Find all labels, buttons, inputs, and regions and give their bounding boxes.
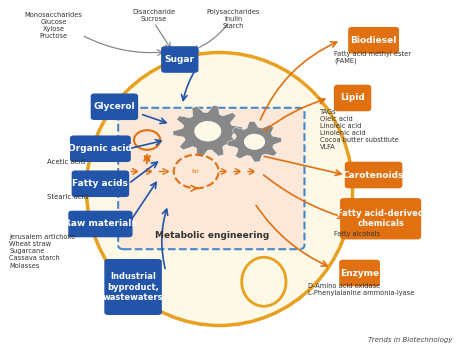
Text: Sugar: Sugar: [165, 55, 195, 64]
FancyBboxPatch shape: [70, 135, 131, 162]
FancyBboxPatch shape: [68, 211, 133, 237]
Text: Disaccharide
Sucrose: Disaccharide Sucrose: [133, 9, 176, 22]
Text: Raw materials: Raw materials: [64, 219, 137, 229]
Text: Lipid: Lipid: [340, 93, 365, 103]
FancyBboxPatch shape: [161, 46, 198, 73]
FancyBboxPatch shape: [339, 260, 380, 286]
Text: Fatty alcohols: Fatty alcohols: [334, 231, 380, 237]
Text: Acetic acid: Acetic acid: [47, 159, 85, 165]
Text: Organic acid: Organic acid: [69, 144, 132, 153]
Circle shape: [244, 134, 265, 149]
FancyBboxPatch shape: [334, 85, 371, 111]
Ellipse shape: [86, 52, 353, 326]
Polygon shape: [173, 105, 243, 157]
Text: Biodiesel: Biodiesel: [350, 36, 397, 45]
Text: Fatty acids: Fatty acids: [72, 179, 128, 188]
FancyBboxPatch shape: [104, 259, 162, 315]
FancyBboxPatch shape: [340, 198, 421, 239]
FancyBboxPatch shape: [91, 93, 138, 120]
Text: Fatty acid-derived
chemicals: Fatty acid-derived chemicals: [337, 209, 424, 229]
Text: Enzyme: Enzyme: [340, 268, 379, 278]
Text: Monosaccharides
Glucose
Xylose
Fructose: Monosaccharides Glucose Xylose Fructose: [25, 12, 83, 39]
Text: D-Amino acid oxidase
L-Phenylalanine ammonia-lyase: D-Amino acid oxidase L-Phenylalanine amm…: [308, 284, 415, 296]
FancyBboxPatch shape: [348, 27, 399, 54]
Text: fat: fat: [192, 169, 200, 174]
Text: Polysaccharides
Inulin
Starch: Polysaccharides Inulin Starch: [207, 9, 260, 29]
Text: Carotenoids: Carotenoids: [343, 170, 404, 180]
FancyBboxPatch shape: [71, 170, 129, 197]
Text: Industrial
byproduct,
wastewaters: Industrial byproduct, wastewaters: [103, 272, 163, 302]
Text: Metabolic engineering: Metabolic engineering: [156, 231, 269, 240]
Text: Jerusalem artichoke
Wheat straw
Sugarcane
Cassava starch
Molasses: Jerusalem artichoke Wheat straw Sugarcan…: [9, 234, 76, 268]
FancyBboxPatch shape: [345, 162, 403, 188]
Polygon shape: [227, 121, 282, 162]
Circle shape: [195, 121, 221, 141]
Text: Fatty acid methyl ester
(FAME): Fatty acid methyl ester (FAME): [334, 51, 411, 64]
Text: Trends in Biotechnology: Trends in Biotechnology: [368, 337, 453, 343]
Text: Stearic acid: Stearic acid: [47, 194, 88, 200]
Text: Glycerol: Glycerol: [93, 102, 135, 111]
Ellipse shape: [241, 257, 286, 306]
FancyBboxPatch shape: [118, 108, 304, 249]
Text: TAGs
Oleic acid
Linoleic acid
Linolenic acid
Cocoa butter substitute
VLFA: TAGs Oleic acid Linoleic acid Linolenic …: [320, 108, 399, 149]
